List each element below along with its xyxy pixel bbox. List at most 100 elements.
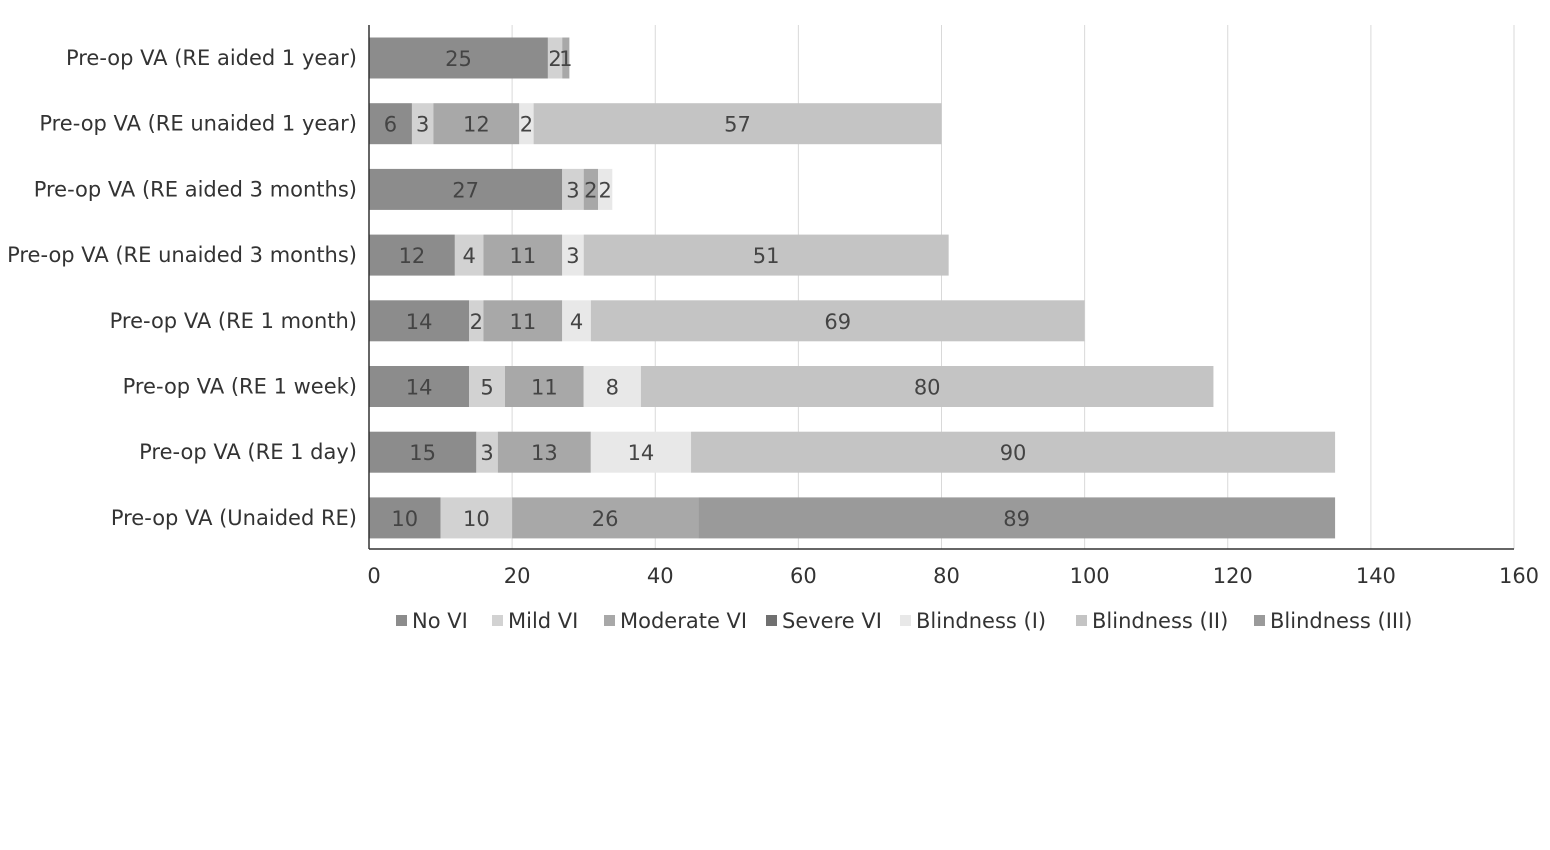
- data-label: 6: [384, 113, 397, 137]
- legend-swatch: [396, 615, 407, 626]
- bars: [369, 37, 1336, 539]
- data-label: 3: [566, 178, 579, 202]
- category-label: Pre-op VA (RE 1 day): [139, 440, 357, 464]
- bar-segment: [590, 300, 1085, 342]
- bar-segment: [562, 234, 584, 276]
- bar-segment: [598, 168, 613, 210]
- data-label: 14: [406, 376, 433, 400]
- data-label: 11: [509, 244, 536, 268]
- data-label: 15: [409, 441, 436, 465]
- data-label: 27: [452, 178, 479, 202]
- bar-segment: [504, 366, 584, 407]
- legend-label: Mild VI: [508, 609, 578, 633]
- data-label: 13: [531, 441, 558, 465]
- bar-segment: [369, 103, 412, 145]
- data-label: 26: [592, 507, 619, 531]
- bar-segment: [369, 497, 441, 539]
- x-tick-label: 0: [367, 564, 380, 588]
- x-tick-label: 80: [933, 564, 960, 588]
- bar-segment: [640, 366, 1214, 407]
- category-labels: Pre-op VA (RE aided 1 year) Pre-op VA (RE…: [7, 46, 357, 530]
- bar-segment: [547, 37, 563, 79]
- bar-segment: [533, 103, 942, 145]
- data-label: 25: [445, 47, 472, 71]
- x-tick-label: 100: [1070, 564, 1110, 588]
- bar-segment: [369, 366, 470, 407]
- data-label: 3: [566, 244, 579, 268]
- x-tick-label: 160: [1499, 564, 1539, 588]
- legend-swatch: [1076, 615, 1087, 626]
- data-label: 2: [548, 47, 561, 71]
- legend-swatch: [1254, 615, 1265, 626]
- category-label: Pre-op VA (Unaided RE): [111, 506, 357, 530]
- bar-segment: [562, 37, 570, 79]
- bar-segment: [512, 497, 699, 539]
- legend-swatch: [604, 615, 615, 626]
- legend-label: Blindness (III): [1270, 609, 1412, 633]
- data-label: 14: [628, 441, 655, 465]
- data-label: 90: [1000, 441, 1027, 465]
- bar-segment: [369, 168, 563, 210]
- bar-segment: [369, 431, 477, 473]
- legend-label: Severe VI: [782, 609, 882, 633]
- data-label: 2: [598, 178, 611, 202]
- x-tick-labels: 0 20 40 60 80 100 120 140 160: [367, 564, 1539, 588]
- bar-segment: [469, 300, 484, 342]
- data-label: 80: [914, 376, 941, 400]
- bar-segment: [483, 300, 563, 342]
- category-label: Pre-op VA (RE 1 month): [110, 309, 357, 333]
- legend-label: Blindness (I): [916, 609, 1046, 633]
- bar-segment: [483, 234, 563, 276]
- legend-label: No VI: [412, 609, 468, 633]
- data-label: 5: [480, 376, 493, 400]
- data-label: 10: [391, 507, 418, 531]
- data-label: 10: [463, 507, 490, 531]
- category-label: Pre-op VA (RE aided 3 months): [34, 177, 357, 201]
- bar-segment: [583, 234, 949, 276]
- x-tick-label: 120: [1213, 564, 1253, 588]
- legend-swatch: [766, 615, 777, 626]
- bar-segment: [583, 366, 641, 407]
- bar-segment: [562, 300, 591, 342]
- data-label: 4: [463, 244, 476, 268]
- bar-segment: [369, 300, 470, 342]
- data-label: 51: [753, 244, 780, 268]
- category-label: Pre-op VA (RE 1 week): [123, 375, 357, 399]
- data-label: 1: [559, 47, 572, 71]
- x-tick-label: 140: [1356, 564, 1396, 588]
- data-label: 57: [724, 113, 751, 137]
- legend-label: Blindness (II): [1092, 609, 1228, 633]
- data-label: 89: [1003, 507, 1030, 531]
- bar-segment: [411, 103, 434, 145]
- data-label: 2: [584, 178, 597, 202]
- data-label: 69: [824, 310, 851, 334]
- data-label: 11: [509, 310, 536, 334]
- bar-segment: [369, 234, 455, 276]
- bar-segment: [440, 497, 513, 539]
- bar-segment: [562, 168, 584, 210]
- data-label: 11: [531, 376, 558, 400]
- x-tick-label: 60: [790, 564, 817, 588]
- data-label: 3: [416, 113, 429, 137]
- axes: [368, 25, 1514, 550]
- x-tick-label: 40: [647, 564, 674, 588]
- category-label: Pre-op VA (RE unaided 3 months): [7, 243, 357, 267]
- data-label: 12: [463, 113, 490, 137]
- category-label: Pre-op VA (RE unaided 1 year): [39, 112, 357, 136]
- bar-segment: [469, 366, 505, 407]
- bar-segment: [454, 234, 484, 276]
- data-label: 2: [520, 113, 533, 137]
- bar-segment: [698, 497, 1336, 539]
- bar-segment: [433, 103, 520, 145]
- category-label: Pre-op VA (RE aided 1 year): [66, 46, 357, 70]
- bar-segment: [476, 431, 498, 473]
- data-label: 14: [406, 310, 433, 334]
- data-label: 2: [470, 310, 483, 334]
- legend-label: Moderate VI: [620, 609, 747, 633]
- legend-swatch: [900, 615, 911, 626]
- data-label: 4: [570, 310, 583, 334]
- bar-segment: [583, 168, 598, 210]
- data-label: 8: [606, 376, 619, 400]
